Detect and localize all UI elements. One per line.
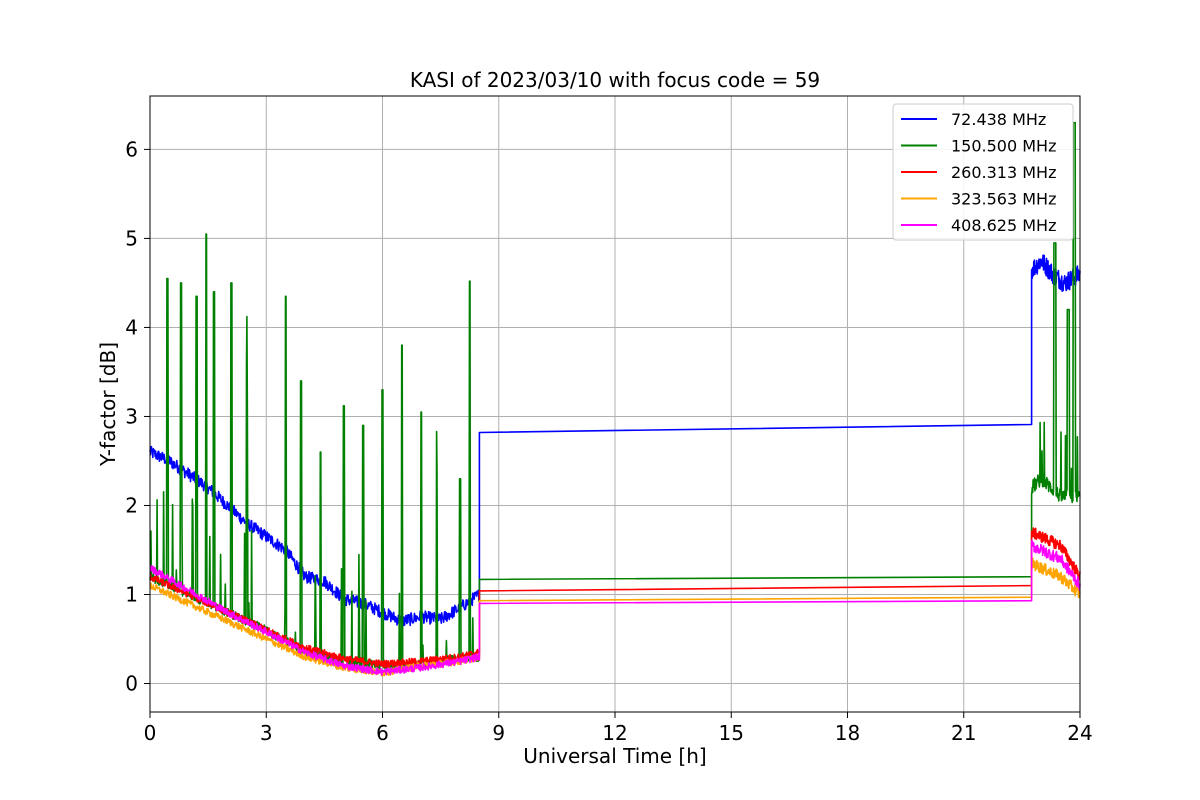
legend-box — [892, 103, 1074, 241]
legend-entry: 72.438 MHz — [951, 110, 1046, 129]
x-tick-label: 3 — [260, 721, 273, 745]
y-tick-label: 0 — [125, 672, 138, 696]
legend-entry: 323.563 MHz — [951, 190, 1056, 209]
x-tick-label: 6 — [376, 721, 389, 745]
x-tick-label: 18 — [835, 721, 860, 745]
plot-area — [149, 121, 1081, 677]
y-axis: 0 1 2 3 4 5 6 — [125, 137, 150, 696]
x-tick-label: 9 — [492, 721, 505, 745]
y-tick-label: 6 — [125, 137, 138, 161]
y-axis-label: Y-factor [dB] — [96, 342, 120, 467]
chart-title: KASI of 2023/03/10 with focus code = 59 — [410, 68, 820, 92]
x-tick-label: 0 — [144, 721, 157, 745]
legend: 72.438 MHz 150.500 MHz 260.313 MHz 323.563 … — [892, 103, 1074, 241]
x-axis: 0 3 6 9 12 15 18 21 24 — [144, 712, 1093, 745]
y-tick-label: 2 — [125, 493, 138, 517]
y-tick-label: 5 — [125, 226, 138, 250]
x-tick-label: 15 — [719, 721, 744, 745]
x-tick-label: 21 — [951, 721, 976, 745]
x-axis-label: Universal Time [h] — [523, 744, 706, 768]
legend-entry: 150.500 MHz — [951, 137, 1056, 156]
x-tick-label: 24 — [1067, 721, 1092, 745]
series-line-2 — [149, 527, 1081, 668]
legend-entry: 260.313 MHz — [951, 163, 1056, 182]
legend-entry: 408.625 MHz — [951, 216, 1056, 235]
x-tick-label: 12 — [602, 721, 627, 745]
y-tick-label: 1 — [125, 582, 138, 606]
series-line-4 — [149, 539, 1081, 676]
y-tick-label: 3 — [125, 404, 138, 428]
y-tick-label: 4 — [125, 315, 138, 339]
